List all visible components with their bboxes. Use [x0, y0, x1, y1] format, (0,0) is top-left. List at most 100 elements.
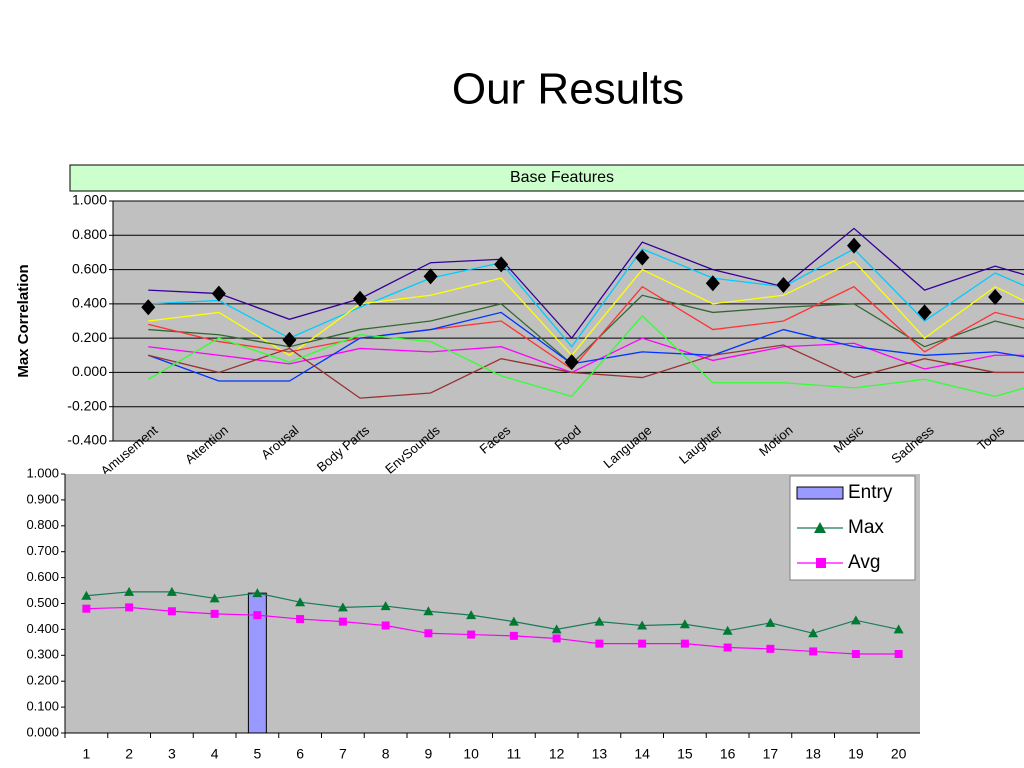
y-tick-label: 0.200 — [26, 673, 59, 688]
square-marker — [424, 629, 433, 638]
x-tick-label: 6 — [296, 746, 304, 762]
y-tick-label: 0.500 — [26, 595, 59, 610]
x-tick-label: 4 — [211, 746, 219, 762]
square-marker — [809, 647, 818, 656]
x-tick-label: 9 — [424, 746, 432, 762]
y-tick-label: 0.100 — [26, 699, 59, 714]
x-tick-label: 8 — [382, 746, 390, 762]
square-marker — [381, 621, 390, 630]
header-text: Base Features — [510, 169, 614, 186]
diamond-marker — [705, 275, 720, 292]
diamond-marker — [635, 249, 650, 266]
legend-marker — [816, 558, 826, 568]
diamond-marker — [353, 290, 367, 307]
y-tick-label: 0.700 — [26, 543, 59, 558]
x-tick-label: 2 — [125, 746, 133, 762]
triangle-marker — [508, 616, 519, 626]
triangle-marker — [423, 606, 434, 616]
x-tick-label: 20 — [891, 746, 907, 762]
diamond-marker — [917, 304, 932, 321]
square-marker — [552, 634, 561, 643]
series-line — [148, 294, 1024, 365]
square-marker — [125, 603, 134, 612]
triangle-marker — [808, 628, 819, 638]
y-tick-label: 1.000 — [26, 465, 59, 480]
y-tick-label: 0.800 — [72, 226, 107, 242]
triangle-marker — [466, 610, 477, 620]
triangle-marker — [337, 602, 348, 612]
diamond-marker — [988, 289, 1003, 305]
diamond-marker — [494, 256, 509, 273]
legend-label: Avg — [848, 552, 880, 573]
series-line — [86, 606, 899, 655]
y-tick-label: 0.600 — [26, 569, 59, 584]
y-axis-label: Max Correlation — [15, 264, 32, 377]
x-tick-label: 16 — [720, 746, 736, 762]
plot-area — [112, 200, 1024, 442]
square-marker — [680, 639, 689, 648]
x-tick-label: 3 — [168, 746, 176, 762]
triangle-marker — [893, 624, 904, 634]
diamond-marker — [776, 277, 791, 293]
y-tick-label: 0.900 — [26, 491, 59, 506]
x-tick-label: 11 — [507, 746, 522, 762]
square-marker — [595, 639, 604, 648]
diamond-marker — [141, 299, 156, 316]
legend-marker — [814, 522, 826, 533]
triangle-marker — [637, 620, 648, 630]
y-tick-label: 1.000 — [72, 192, 107, 208]
square-marker — [82, 604, 91, 613]
x-tick-label: 12 — [549, 746, 565, 762]
triangle-marker — [81, 590, 92, 600]
x-tick-label: 15 — [677, 746, 693, 762]
series-line — [148, 311, 1024, 382]
x-tick-label: 5 — [253, 746, 261, 762]
y-tick-label: 0.400 — [72, 295, 107, 311]
triangle-marker — [551, 624, 562, 634]
series-line — [147, 314, 1024, 398]
legend-label: Entry — [848, 482, 893, 503]
diamond-marker — [423, 268, 438, 285]
series-line — [148, 227, 1024, 340]
diamond-marker — [211, 285, 226, 302]
plot-area — [65, 474, 920, 733]
x-tick-label: 14 — [634, 746, 650, 762]
series-line — [86, 591, 899, 634]
square-marker — [723, 643, 732, 652]
slide-title: Our Results — [452, 65, 684, 114]
square-marker — [766, 644, 775, 653]
diamond-marker — [847, 237, 861, 254]
triangle-marker — [594, 616, 605, 626]
x-tick-label: 1 — [82, 746, 90, 762]
y-tick-label: 0.400 — [26, 621, 59, 636]
triangle-marker — [679, 619, 690, 629]
x-tick-label: 13 — [592, 746, 608, 762]
square-marker — [338, 617, 347, 626]
square-marker — [167, 607, 176, 616]
header-band — [69, 164, 1024, 192]
square-marker — [894, 650, 903, 659]
triangle-marker — [380, 601, 391, 611]
legend-label: Max — [848, 517, 884, 538]
y-tick-label: 0.200 — [72, 329, 107, 345]
x-tick-label: 10 — [463, 746, 479, 762]
square-marker — [509, 631, 518, 640]
series-line — [148, 285, 1024, 370]
triangle-marker — [209, 593, 220, 603]
diamond-marker — [564, 354, 579, 371]
x-tick-label: 7 — [339, 746, 347, 762]
series-line — [148, 344, 1024, 399]
x-tick-label: 18 — [805, 746, 821, 762]
y-tick-label: 0.000 — [26, 724, 59, 739]
x-tick-label: 19 — [848, 746, 864, 762]
triangle-marker — [166, 586, 177, 596]
y-tick-label: -0.400 — [67, 432, 107, 448]
triangle-marker — [765, 617, 776, 627]
series-line — [148, 248, 1024, 348]
diamond-marker — [282, 331, 297, 348]
square-marker — [638, 639, 647, 648]
triangle-marker — [850, 615, 861, 625]
series-line — [148, 260, 1024, 357]
